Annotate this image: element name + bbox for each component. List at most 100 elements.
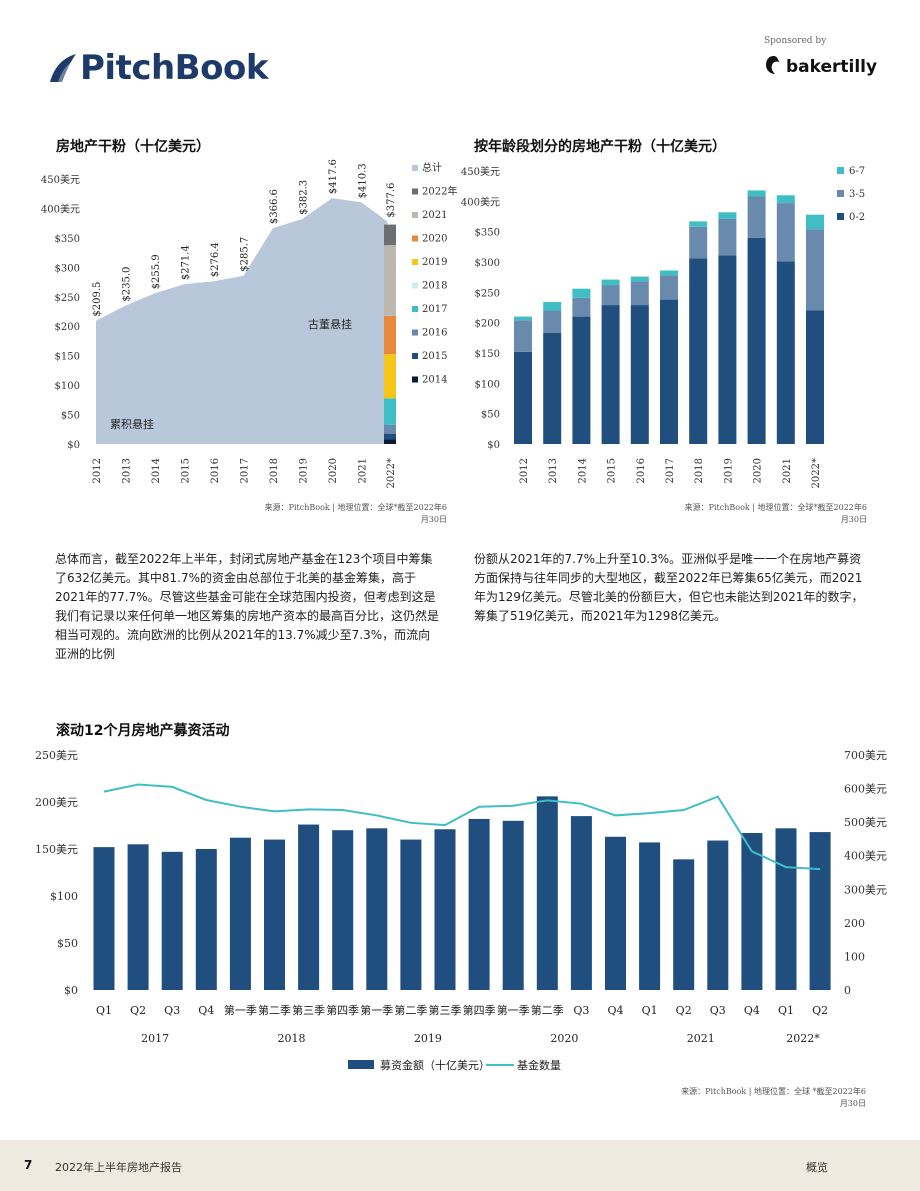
chart2-source: 来源：PitchBook | 地理位置：全球*截至2022年6 月30日 [640, 502, 867, 526]
chart2-y-tick-label: $0 [487, 440, 500, 451]
chart2-bar-segment [806, 229, 824, 311]
chart3-source-line2: 月30日 [839, 1099, 866, 1108]
chart1-stack-segment [384, 424, 396, 434]
chart1-area-series [96, 198, 388, 444]
dry-powder-area-chart: $0 $50 $100 $150 $200 $250 $300 $350 400美元 450美元 $… [41, 159, 458, 488]
chart2-legend-label: 0-2 [849, 212, 865, 223]
chart2-bar-segment [514, 351, 532, 444]
chart1-legend-swatch [412, 329, 418, 336]
chart3-year-label: 2022* [786, 1032, 820, 1045]
chart3-legend-label: 募资金额（十亿美元） [380, 1058, 490, 1072]
chart3-bar [570, 816, 592, 990]
chart1-legend-swatch [412, 306, 418, 312]
chart3-bar [468, 818, 490, 990]
chart3-bar [639, 842, 661, 990]
chart1-stack-segment [384, 439, 396, 444]
sponsor-name: bakertilly [786, 57, 878, 77]
chart1-x-tick-label: 2019 [299, 458, 310, 483]
chart2-x-tick-label: 2013 [548, 458, 559, 483]
chart1-legend-swatch [412, 212, 418, 218]
section-name: 概览 [806, 1161, 828, 1174]
chart2-source-line2: 月30日 [840, 515, 867, 524]
chart1-legend-label: 2015 [422, 351, 447, 362]
chart3-quarter-label: 第二季 [531, 1003, 564, 1017]
chart1-y-tick-label: 400美元 [41, 202, 80, 215]
report-title: 2022年上半年房地产报告 [55, 1161, 182, 1174]
chart3-quarter-label: 第一季 [360, 1003, 393, 1017]
chart3-fund-count-line [103, 783, 821, 871]
dry-powder-by-age-bar-chart: $0 $50 $100 $150 $200 $250 $300 $350 400美元 450美元 2… [461, 165, 865, 488]
chart3-y-left-tick-label: 200美元 [35, 796, 78, 809]
chart3-quarter-label: 第二季 [258, 1003, 291, 1017]
chart1-legend-label: 2017 [422, 304, 447, 315]
chart2-x-tick-label: 2022* [811, 458, 822, 488]
brand-logo-text: PitchBook [80, 48, 268, 88]
chart3-quarter-label: 第一季 [224, 1003, 257, 1017]
chart3-title: 滚动12个月房地产募资活动 [56, 723, 230, 739]
chart3-quarter-label: 第二季 [394, 1003, 427, 1017]
chart2-bar-segment [601, 285, 620, 306]
chart2-bar-segment [660, 275, 678, 300]
chart1-x-tick-label: 2013 [122, 458, 133, 483]
page-footer [0, 1140, 920, 1191]
chart2-y-tick-label: $150 [475, 349, 500, 360]
chart3-legend-swatch-bar [348, 1060, 374, 1069]
chart2-y-tick-label: $100 [475, 379, 500, 390]
chart3-y-right-tick-label: 500美元 [844, 816, 887, 829]
chart1-stack-segment [384, 315, 396, 355]
chart1-x-tick-label: 2018 [269, 458, 280, 483]
chart3-bar [775, 828, 797, 990]
chart1-legend-swatch [412, 376, 418, 383]
chart1-annotation-cumulative: 累积悬挂 [110, 417, 154, 431]
chart3-bar [502, 820, 524, 990]
chart1-x-tick-label: 2020 [328, 458, 339, 483]
chart3-quarter-label: Q4 [198, 1004, 214, 1017]
chart2-bar-segment [776, 195, 795, 204]
chart1-legend-swatch [412, 353, 418, 359]
chart3-quarter-label: Q2 [676, 1004, 692, 1017]
pitchbook-logo-icon [50, 54, 76, 82]
chart3-y-right-tick-label: 100 [844, 950, 865, 963]
chart1-legend-label: 2018 [422, 281, 447, 292]
chart1-y-tick-label: $200 [55, 322, 80, 333]
chart1-x-tick-label: 2014 [151, 458, 162, 483]
chart3-source: 来源：PitchBook | 地理位置：全球 *截至2022年6 月30日 [620, 1086, 866, 1110]
chart2-bar-segment [747, 196, 766, 238]
chart3-quarter-label: 第四季 [326, 1003, 359, 1017]
chart2-legend-label: 6-7 [849, 166, 865, 177]
chart3-quarter-label: 第四季 [463, 1003, 496, 1017]
chart3-quarter-label: Q3 [710, 1004, 726, 1017]
chart3-y-left-tick-label: $0 [64, 984, 78, 997]
chart3-y-right-tick-label: 300美元 [844, 883, 887, 896]
sponsor-label: Sponsored by [764, 36, 827, 46]
chart1-legend-label: 2019 [422, 257, 447, 268]
chart1-legend-label: 2014 [422, 375, 447, 386]
chart2-bar-segment [572, 288, 591, 298]
chart1-legend-swatch [412, 235, 418, 242]
chart2-bar-segment [776, 261, 795, 444]
chart3-bar [605, 836, 626, 990]
chart1-legend-label: 2021 [422, 210, 447, 221]
chart3-quarter-label: Q4 [607, 1004, 623, 1017]
chart2-bar-segment [514, 316, 532, 321]
chart2-bar-segment [660, 270, 678, 276]
chart1-value-label: $410.3 [358, 163, 369, 198]
chart3-bar [400, 839, 422, 990]
chart3-y-right-tick-label: 700美元 [844, 749, 887, 762]
chart1-value-label: $209.5 [92, 282, 103, 317]
chart1-value-label: $271.4 [181, 245, 192, 280]
chart3-bar [366, 828, 388, 990]
chart3-quarter-label: Q1 [96, 1004, 112, 1017]
chart1-stack-segment [384, 245, 396, 316]
chart2-bar-segment [747, 237, 766, 444]
chart1-value-label: $285.7 [240, 237, 251, 272]
chart2-bar-segment [806, 214, 824, 230]
chart1-value-label: $235.0 [122, 267, 133, 302]
chart2-y-tick-label: 450美元 [461, 165, 500, 178]
chart2-legend-swatch [837, 190, 844, 197]
chart3-source-line1: 来源：PitchBook | 地理位置：全球 *截至2022年6 [681, 1087, 866, 1096]
chart1-title: 房地产干粉（十亿美元） [56, 139, 210, 155]
chart2-legend-swatch [837, 213, 844, 220]
chart3-year-label: 2019 [414, 1032, 442, 1045]
chart2-x-tick-label: 2020 [753, 458, 764, 483]
